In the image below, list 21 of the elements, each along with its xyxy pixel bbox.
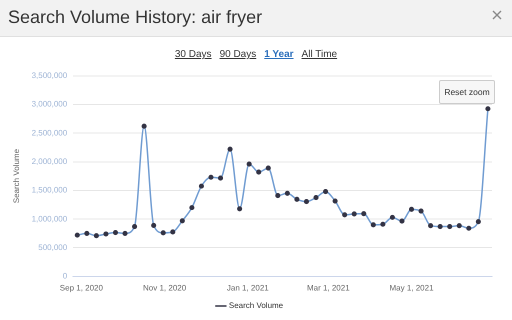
y-tick-label: 1,000,000	[32, 214, 68, 224]
y-tick-label: 2,000,000	[32, 156, 68, 166]
annotation: Reset zoom	[439, 80, 495, 104]
x-tick-label: Jan 1, 2021	[226, 283, 270, 292]
y-tick-label: 3,500,000	[32, 71, 68, 80]
y-axis-title: Search Volume	[12, 148, 22, 204]
y-tick-label: 500,000	[38, 242, 68, 252]
y-tick-label: 3,000,000	[32, 100, 68, 109]
legend-label: Search Volume	[228, 301, 284, 310]
y-tick-label: 0	[62, 272, 68, 281]
y-tick-label: 1,500,000	[32, 186, 68, 195]
text: 30 Days	[174, 49, 212, 60]
x-tick-label: Nov 1, 2020	[143, 283, 187, 292]
y-tick-label: 2,500,000	[32, 128, 68, 138]
x-tick-label: Sep 1, 2020	[60, 283, 104, 292]
text: 1 Year	[264, 49, 294, 60]
text: 90 Days	[220, 49, 256, 60]
text: All Time	[302, 49, 338, 60]
x-tick-label: Mar 1, 2021	[306, 283, 350, 292]
x-tick-label: May 1, 2021	[389, 283, 434, 292]
chart-title: Search Volume History: air fryer	[8, 7, 262, 28]
